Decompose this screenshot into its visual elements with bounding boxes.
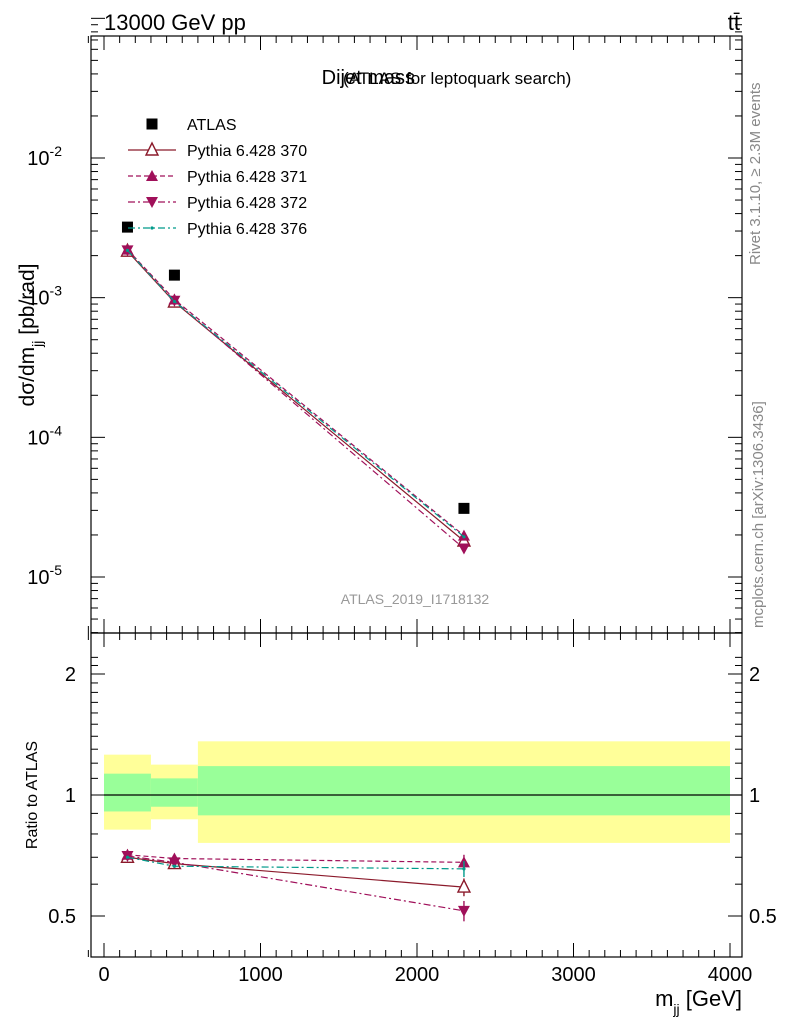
ratio-data-point xyxy=(168,857,181,869)
data-point xyxy=(457,543,470,555)
ratio-series-group xyxy=(120,848,472,922)
energy-label: 13000 GeV pp xyxy=(104,10,246,35)
series-pythia-6-428-370 xyxy=(120,242,472,547)
main-series-group xyxy=(120,221,472,555)
legend-marker xyxy=(144,141,160,156)
ratio-y-tick-label-right: 0.5 xyxy=(749,906,777,928)
ratio-x-tick-label: 2000 xyxy=(395,964,440,986)
ratio-data-point xyxy=(457,905,470,917)
mcplots-label: mcplots.cern.ch [arXiv:1306.3436] xyxy=(750,401,767,628)
main-y-axis-label: dσ/dmjj [pb/rad] xyxy=(16,264,45,407)
ratio-x-tick-label: 0 xyxy=(98,964,109,986)
data-point xyxy=(172,299,177,304)
ratio-data-point xyxy=(172,864,177,868)
data-point xyxy=(125,248,130,252)
ratio-axes: 0 1000 2000 3000 4000 0.5 0.5 1 1 2 2 xyxy=(48,633,777,986)
main-y-axis xyxy=(91,17,742,634)
legend-entry: Pythia 6.428 376 xyxy=(128,221,307,238)
legend-marker xyxy=(150,226,154,230)
process-label: tt̄ xyxy=(728,10,740,35)
green-band xyxy=(104,773,151,812)
legend-entry: Pythia 6.428 371 xyxy=(128,169,307,186)
green-band xyxy=(150,778,198,807)
legend-label: Pythia 6.428 371 xyxy=(187,169,307,186)
data-point xyxy=(168,269,180,281)
main-y-tick-label: 10-2 xyxy=(27,143,62,170)
legend-marker xyxy=(146,170,158,181)
main-x-axis xyxy=(87,36,731,633)
ratio-y-tick-label: 0.5 xyxy=(48,906,76,928)
analysis-watermark: ATLAS_2019_I1718132 xyxy=(341,591,490,607)
data-point xyxy=(457,529,470,541)
ratio-y-tick-label: 2 xyxy=(65,664,76,686)
green-band xyxy=(197,766,730,816)
ratio-series-pythia-6-428-376 xyxy=(125,855,466,878)
main-y-tick-label: 10-5 xyxy=(27,562,62,589)
chart-subtitle: (ATLAS for leptoquark search) xyxy=(343,69,571,88)
series-pythia-6-428-376 xyxy=(125,248,466,539)
legend-entry: Pythia 6.428 372 xyxy=(128,195,307,212)
legend-marker xyxy=(146,118,158,130)
data-point xyxy=(121,221,133,233)
ratio-data-point xyxy=(456,878,472,893)
ratio-y-tick-label: 1 xyxy=(65,785,76,807)
rivet-version-label: Rivet 3.1.10, ≥ 2.3M events xyxy=(747,83,764,266)
ratio-uncertainty-bands xyxy=(104,741,730,843)
legend-label: ATLAS xyxy=(187,117,237,134)
series-pythia-6-428-371 xyxy=(121,243,470,541)
series-line xyxy=(127,249,465,537)
legend-label: Pythia 6.428 370 xyxy=(187,143,307,160)
ratio-y-axis-label: Ratio to ATLAS xyxy=(24,741,41,849)
series-line xyxy=(127,250,465,542)
main-y-tick-label: 10-4 xyxy=(27,422,62,449)
data-point xyxy=(458,502,470,514)
legend-entry: ATLAS xyxy=(146,117,237,134)
ratio-panel: 0 1000 2000 3000 4000 0.5 0.5 1 1 2 2 Ratio to ATL… xyxy=(24,632,777,1017)
ratio-x-tick-label: 3000 xyxy=(551,964,596,986)
legend-marker xyxy=(146,197,158,208)
ratio-data-point xyxy=(125,855,130,859)
ratio-y-tick-label-right: 2 xyxy=(749,664,760,686)
main-panel: 10-510-410-310-2 dσ/dmjj [pb/rad] ATLASP… xyxy=(16,17,743,634)
x-axis-label: mjj [GeV] xyxy=(655,986,742,1017)
ratio-x-tick-label: 4000 xyxy=(708,964,753,986)
legend-entry: Pythia 6.428 370 xyxy=(128,141,307,160)
ratio-series-line xyxy=(127,854,464,863)
chart-title: Dijet mass xyxy=(322,67,415,89)
legend-label: Pythia 6.428 372 xyxy=(187,195,307,212)
legend-label: Pythia 6.428 376 xyxy=(187,221,307,238)
ratio-x-tick-label: 1000 xyxy=(238,964,283,986)
legend: ATLAS Pythia 6.428 370 Pythia 6.428 371 Pyt… xyxy=(128,117,307,238)
ratio-y-tick-label-right: 1 xyxy=(749,785,760,807)
series-line xyxy=(127,249,465,538)
ratio-data-point xyxy=(462,867,466,871)
data-point xyxy=(462,535,466,539)
series-atlas xyxy=(121,221,470,514)
